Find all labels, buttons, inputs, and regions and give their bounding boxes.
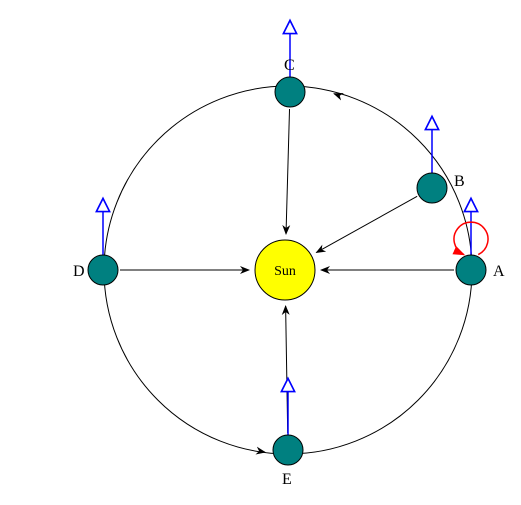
planet-a: [456, 255, 486, 285]
planet-label-b: B: [454, 173, 465, 190]
sun-label: Sun: [274, 264, 296, 279]
planet-label-d: D: [73, 263, 85, 280]
orbit-direction-arrow-1: [334, 94, 336, 95]
gravity-arrow-c: [286, 109, 290, 234]
planet-d: [88, 255, 118, 285]
gravity-arrow-b: [316, 196, 417, 252]
planet-b: [417, 173, 447, 203]
planet-label-a: A: [493, 263, 505, 280]
planet-c: [275, 77, 305, 107]
planet-label-e: E: [282, 471, 292, 488]
planet-e: [273, 435, 303, 465]
planet-label-c: C: [284, 57, 295, 74]
